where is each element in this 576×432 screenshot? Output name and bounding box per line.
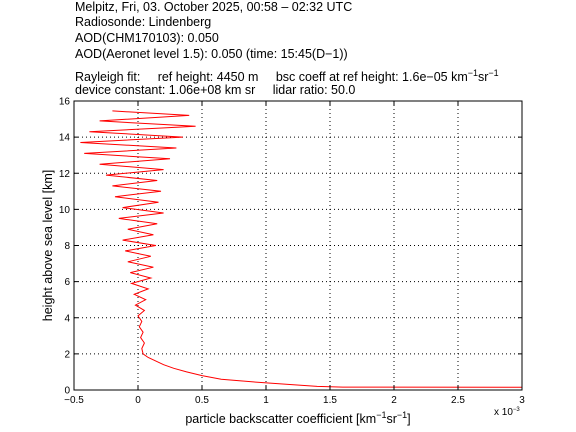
backscatter-profile-line (80, 110, 523, 388)
y-tick-label: 2 (64, 349, 70, 360)
title-line-3: AOD(CHM170103): 0.050 (75, 31, 219, 45)
lidar-ratio-text: lidar ratio: 50.0 (272, 83, 356, 97)
y-tick-label: 10 (59, 205, 71, 216)
x-tick-label: −0.5 (64, 395, 84, 406)
y-tick-label: 14 (59, 133, 71, 144)
y-axis-label: height above sea level [km] (41, 170, 55, 321)
rayleigh-fit-label: Rayleigh fit: (75, 70, 141, 84)
rayleigh-fit-line: Rayleigh fit: ref height: 4450 m bsc coe… (75, 66, 499, 84)
y-axis-ticks: 0 2 4 6 8 10 12 14 16 (59, 97, 522, 397)
x-axis-label: particle backscatter coefficient [km−1sr… (185, 410, 410, 426)
y-tick-label: 16 (59, 97, 71, 108)
ref-height-text: ref height: 4450 m (157, 70, 259, 84)
x-axis-exponent: x 10−3 (494, 407, 520, 418)
grid (74, 101, 522, 390)
bsc-coeff-sup-1: −1 (467, 68, 478, 78)
y-tick-label: 0 (64, 386, 70, 397)
x-tick-label: 3 (519, 395, 525, 406)
bsc-coeff-sr: sr (478, 70, 489, 84)
x-tick-label: 1 (263, 395, 269, 406)
title-line-2: Radiosonde: Lindenberg (75, 15, 212, 29)
x-tick-label: 0.5 (195, 395, 209, 406)
y-tick-label: 6 (64, 277, 70, 288)
x-axis-ticks: −0.5 0 0.5 1 1.5 2 2.5 3 (64, 101, 525, 406)
y-tick-label: 8 (64, 241, 70, 252)
bsc-coeff-sup-2: −1 (488, 68, 499, 78)
x-tick-label: 2 (391, 395, 397, 406)
x-tick-label: 2.5 (451, 395, 465, 406)
device-constant-text: device constant: 1.06e+08 km sr (75, 83, 256, 97)
bsc-coeff-text: bsc coeff at ref height: 1.6e−05 km (275, 70, 468, 84)
x-tick-label: 1.5 (323, 395, 337, 406)
device-line: device constant: 1.06e+08 km sr lidar ra… (75, 83, 355, 97)
y-tick-label: 4 (64, 313, 70, 324)
y-tick-label: 12 (59, 169, 71, 180)
title-line-4: AOD(Aeronet level 1.5): 0.050 (time: 15:… (75, 47, 348, 61)
title-line-1: Melpitz, Fri, 03. October 2025, 00:58 – … (75, 0, 353, 14)
x-tick-label: 0 (135, 395, 141, 406)
